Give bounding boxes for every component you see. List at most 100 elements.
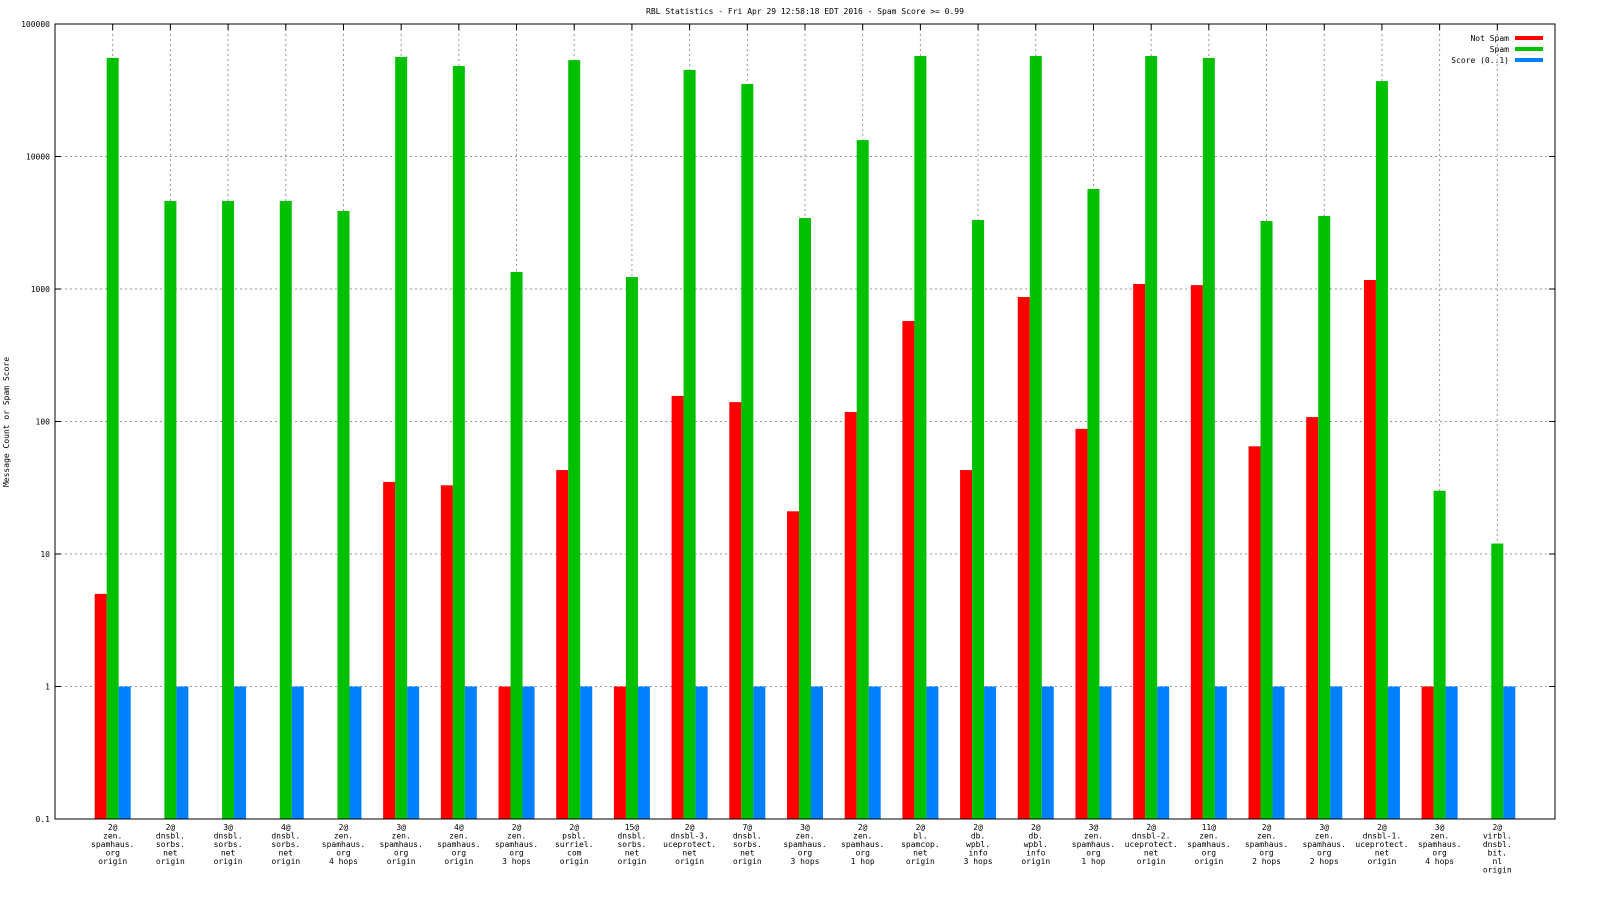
bar-spam [164, 200, 177, 819]
bar-score [291, 686, 304, 819]
x-tick-label-line: zen. [507, 832, 526, 841]
legend: Not Spam Spam Score (0..1) [1451, 34, 1543, 65]
x-tick-label-line: 4 hops [1425, 857, 1454, 866]
x-tick-label-line: zen. [392, 832, 411, 841]
bar-not-spam [440, 485, 453, 819]
x-tick-label-line: origin [271, 857, 300, 866]
x-tick-label-line: 15@ [625, 823, 640, 832]
bar-spam [741, 83, 754, 819]
bar-not-spam [613, 686, 626, 819]
bar-spam [799, 218, 811, 819]
bar-score [1330, 686, 1343, 819]
bar-not-spam [729, 402, 742, 819]
x-tick-label-line: spamhaus. [437, 840, 480, 849]
x-tick-label-line: sorbs. [156, 840, 185, 849]
x-tick-label-line: zen. [1315, 832, 1334, 841]
bar-not-spam [498, 686, 511, 819]
bar-spam [106, 57, 119, 819]
bar-not-spam [787, 511, 799, 819]
x-tick-label-line: 3 hops [502, 857, 531, 866]
x-tick-label-line: spamhaus. [91, 840, 134, 849]
x-tick-label-line: 4@ [281, 823, 291, 832]
x-tick-label-line: 2 hops [1310, 857, 1339, 866]
x-tick-label: 2@ zen. spamhaus. org 1 hop [841, 823, 884, 866]
x-tick-label-line: origin [675, 857, 704, 866]
x-tick-label-line: 3@ [800, 823, 810, 832]
x-tick-label-line: 1 hop [851, 857, 875, 866]
x-tick-label: 11@ zen. spamhaus. org origin [1187, 823, 1230, 866]
x-tick-label: 2@ dnsbl-3. uceprotect. net origin [663, 823, 716, 866]
x-tick-label-line: 3 hops [791, 857, 820, 866]
x-tick-label-line: origin [156, 857, 185, 866]
bar-score [811, 686, 823, 819]
x-tick-label-line: 3@ [1319, 823, 1329, 832]
x-tick-label: 2@ psbl. surriel. com origin [555, 823, 594, 866]
x-tick-label-line: sorbs. [617, 840, 646, 849]
x-tick-label-line: origin [214, 857, 243, 866]
x-tick-label-line: spamhaus. [1072, 840, 1115, 849]
bar-spam [279, 200, 292, 819]
x-tick-label-line: uceprotect. [663, 840, 716, 849]
bar-score [868, 686, 881, 819]
x-tick-label-line: net [279, 849, 294, 858]
x-tick-label: 15@ dnsbl. sorbs. net origin [617, 823, 646, 866]
x-tick-label-line: origin [560, 857, 589, 866]
x-tick-label-line: 2@ [512, 823, 522, 832]
x-tick-label-line: surriel. [555, 840, 594, 849]
x-tick-label: 7@ dnsbl. sorbs. net origin [733, 823, 762, 866]
x-tick-label-line: 2@ [1031, 823, 1041, 832]
x-tick-label-line: 2@ [1492, 823, 1502, 832]
bar-not-spam [1190, 285, 1203, 819]
y-tick-label: 10 [40, 550, 50, 559]
x-tick-label-line: bl. [913, 832, 927, 841]
x-tick-label-line: info [1026, 849, 1045, 858]
y-axis-label: Message Count or Spam Score [2, 357, 11, 487]
bar-not-spam [1248, 446, 1261, 819]
x-tick-label-line: dnsbl. [1483, 840, 1512, 849]
y-tick-label: 1000 [31, 285, 50, 294]
x-tick-label-line: zen. [795, 832, 814, 841]
bar-spam [972, 219, 985, 819]
x-tick-label-line: net [163, 849, 178, 858]
bar-spam [1202, 57, 1215, 819]
bar-spam [1433, 490, 1446, 819]
legend-label: Score (0..1) [1451, 56, 1509, 65]
x-tick-label-line: org [452, 849, 467, 858]
bar-score [1214, 686, 1227, 819]
x-tick-label-line: origin [906, 857, 935, 866]
legend-label: Not Spam [1470, 34, 1509, 43]
x-tick-label-line: 2@ [1146, 823, 1156, 832]
bar-not-spam [1133, 284, 1146, 819]
bar-score [1041, 686, 1054, 819]
x-tick-label-line: db. [971, 832, 985, 841]
x-tick-label-line: org [105, 849, 120, 858]
bar-spam [1029, 56, 1042, 820]
legend-label: Spam [1490, 45, 1509, 54]
bar-score [1272, 686, 1285, 819]
bar-spam [222, 200, 235, 819]
bar-not-spam [94, 593, 107, 819]
x-tick-label-line: 3@ [1435, 823, 1445, 832]
bar-not-spam [1017, 297, 1030, 820]
x-tick-label-line: spamhaus. [1245, 840, 1288, 849]
bar-spam [1375, 81, 1388, 819]
bar-score [118, 686, 131, 819]
bar-not-spam [1421, 686, 1434, 819]
bar-score [580, 686, 593, 819]
x-tick-label-line: zen. [103, 832, 122, 841]
x-tick-label-line: net [625, 849, 640, 858]
x-tick-label-line: uceprotect. [1125, 840, 1178, 849]
x-tick-label-line: net [740, 849, 755, 858]
bar-spam [568, 60, 581, 820]
bar-spam [1087, 188, 1100, 819]
x-tick-label-line: net [221, 849, 236, 858]
x-tick-label-line: spamhaus. [1303, 840, 1346, 849]
bar-score [1387, 686, 1400, 819]
x-tick-label: 3@ zen. spamhaus. org 1 hop [1072, 823, 1115, 866]
x-tick-label-line: 2@ [685, 823, 695, 832]
bar-spam [337, 210, 350, 819]
x-tick-label-line: zen. [334, 832, 353, 841]
x-tick-label-line: org [336, 849, 351, 858]
x-tick-label-line: bit. [1488, 849, 1507, 858]
